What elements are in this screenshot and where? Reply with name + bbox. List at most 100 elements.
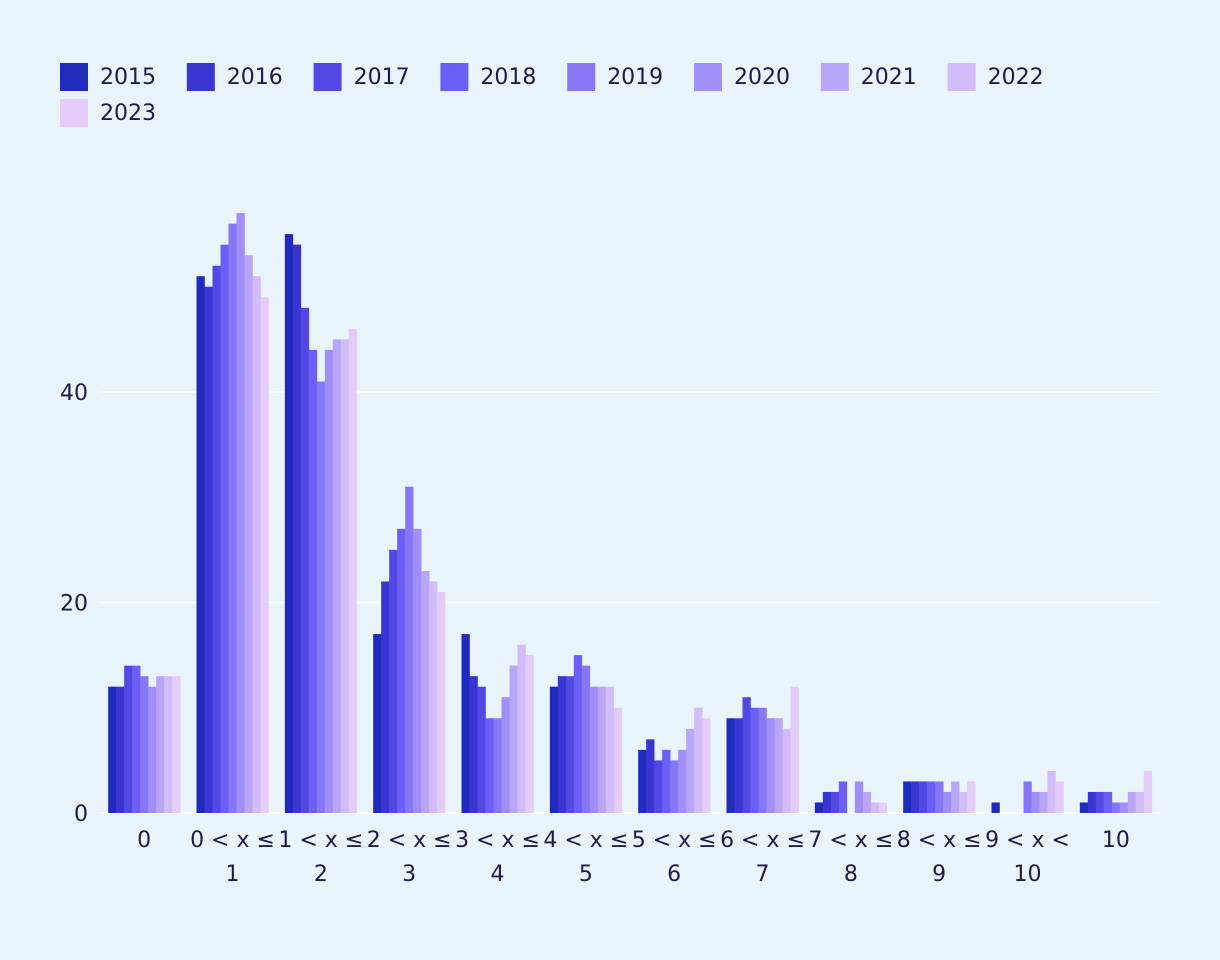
bar [332,339,342,813]
bar [461,634,470,813]
x-tick-label: 10 [1102,828,1130,853]
bar [300,307,310,813]
legend-item[interactable]: 2020 [694,63,790,91]
bar [429,581,438,813]
x-tick-label: 6 [667,862,681,887]
bar [292,244,302,813]
bar [340,339,350,813]
x-tick-label: 5 [579,862,593,887]
legend-label: 2022 [988,65,1044,90]
bar [469,676,478,813]
bar [132,665,141,813]
bar [814,802,824,813]
bar [854,781,864,813]
legend-item[interactable]: 2023 [60,99,156,127]
bar [694,707,703,813]
bar [437,591,446,813]
legend-item[interactable]: 2022 [947,63,1044,91]
legend-label: 2023 [100,101,156,126]
bar [670,760,679,813]
legend-swatch [947,63,976,91]
bar [316,381,326,813]
bar [589,686,599,813]
bar [244,255,253,814]
bar [1143,770,1153,813]
legend-item[interactable]: 2021 [820,63,917,91]
bar [782,728,791,813]
bar [654,760,663,813]
bar [774,718,783,813]
bar [549,686,559,813]
y-tick-label: 20 [60,592,88,617]
bar [597,686,607,813]
bar [1135,791,1145,813]
bar [991,802,1000,813]
x-tick-label: 10 [1014,862,1042,887]
bar [373,634,382,813]
legend-item[interactable]: 2015 [60,63,156,91]
y-axis-ticks: 0 20 40 [60,381,88,827]
legend-swatch [694,63,722,91]
legend-item[interactable]: 2016 [186,63,283,91]
bar [951,781,960,813]
bar [1039,791,1048,813]
bar [509,665,518,813]
legend-swatch [567,63,596,91]
bar [758,707,767,813]
bar [742,697,751,813]
x-tick-label: 7 < x ≤ [808,828,893,853]
bar [324,349,334,813]
legend-label: 2020 [734,65,790,90]
bar [116,686,125,813]
x-tick-label: 9 < x < [985,828,1070,853]
legend-swatch [60,63,88,91]
bar [878,802,888,813]
bar [421,570,430,813]
bar [903,781,912,813]
legend-label: 2016 [227,65,283,90]
bar [967,781,976,813]
bar [1119,802,1129,813]
bar [108,686,117,813]
bar [501,697,510,813]
y-tick-label: 0 [74,802,88,827]
bar [662,749,671,813]
bar [838,781,848,813]
bars [108,213,1153,814]
x-tick-label: 8 < x ≤ [897,828,982,853]
legend-item[interactable]: 2018 [440,63,536,91]
bar [308,349,318,813]
bar [140,676,149,813]
x-tick-label: 5 < x ≤ [632,828,717,853]
bar [260,297,269,813]
legend-label: 2021 [861,65,917,90]
bar [686,728,695,813]
bar [822,791,832,813]
bar [525,655,534,813]
legend-item[interactable]: 2017 [313,63,410,91]
x-tick-label: 4 [491,862,505,887]
x-tick-label: 6 < x ≤ [720,828,805,853]
bar [413,528,422,813]
bar [581,665,591,813]
legend-label: 2015 [100,65,156,90]
bar [1103,791,1113,813]
bar [927,781,936,813]
x-tick-label: 3 < x ≤ [455,828,540,853]
legend-swatch [60,99,88,127]
bar [557,676,567,813]
bar [613,707,623,813]
gridlines [100,391,1160,814]
y-tick-label: 40 [60,381,88,406]
bar [164,676,173,813]
legend-item[interactable]: 2019 [567,63,663,91]
legend-label: 2019 [607,65,663,90]
x-tick-label: 0 [137,828,151,853]
legend-swatch [820,63,849,91]
x-tick-label: 4 < x ≤ [543,828,628,853]
bar [517,644,526,813]
bar [381,581,390,813]
bar [124,665,133,813]
bar [1095,791,1105,813]
bar [236,213,245,813]
